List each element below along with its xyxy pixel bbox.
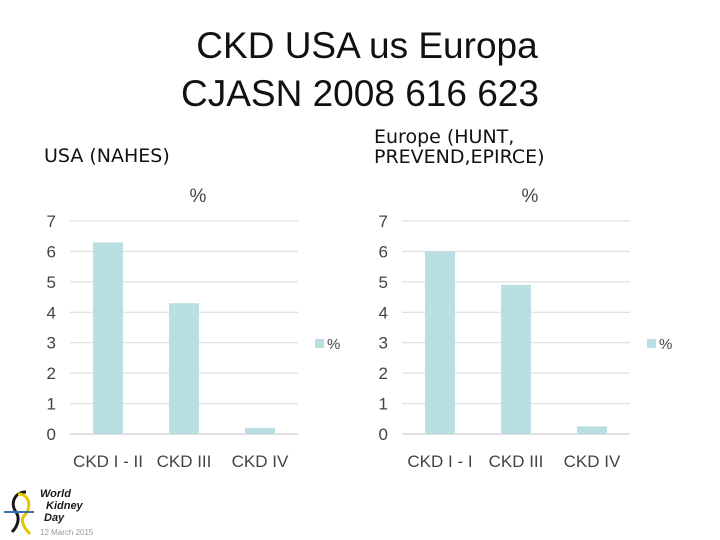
slide-title: CKD USA us Europa CJASN 2008 616 623	[0, 22, 720, 118]
x-tick-label: CKD III	[157, 452, 212, 471]
europe-label-line-1: Europe (HUNT,	[374, 126, 515, 148]
y-tick-label: 5	[379, 273, 388, 292]
logo-date: 12 March 2015	[40, 528, 94, 537]
europe-ckd-bar-chart: % 0 1 2 3 4 5 6 7 CKD I - I CKD III CKD IV%	[379, 186, 673, 471]
y-tick-label: 1	[379, 395, 388, 414]
y-tick-label: 3	[47, 334, 56, 353]
chart-title: %	[190, 186, 207, 207]
logo-text-kidney: Kidney	[46, 500, 83, 512]
bar	[169, 303, 199, 434]
world-kidney-day-logo: World Kidney Day 12 March 2015	[4, 486, 104, 540]
y-tick-label: 2	[47, 364, 56, 383]
x-tick-label: CKD IV	[564, 452, 621, 471]
legend-label: %	[327, 336, 340, 353]
europe-label-line-2: PREVEND,EPIRCE)	[374, 146, 545, 168]
y-tick-label: 4	[379, 303, 388, 322]
europe-panel-label: Europe (HUNT, PREVEND,EPIRCE)	[374, 127, 545, 167]
legend-label: %	[659, 336, 672, 353]
legend-swatch	[315, 339, 324, 348]
bar	[245, 427, 275, 434]
y-tick-label: 6	[379, 242, 388, 261]
x-tick-label: CKD IV	[232, 452, 289, 471]
usa-panel-label: USA (NAHES)	[44, 145, 170, 167]
y-tick-label: 3	[379, 334, 388, 353]
y-tick-label: 6	[47, 242, 56, 261]
y-tick-label: 1	[47, 395, 56, 414]
y-tick-label: 7	[47, 212, 56, 231]
chart-title: %	[522, 186, 539, 207]
bar	[425, 251, 455, 434]
logo-text-day: Day	[44, 512, 65, 524]
x-tick-label: CKD III	[489, 452, 544, 471]
y-tick-label: 0	[379, 425, 388, 444]
bar	[93, 242, 123, 434]
bar	[577, 426, 607, 434]
y-tick-label: 5	[47, 273, 56, 292]
x-tick-label: CKD I - I	[407, 452, 472, 471]
y-tick-label: 7	[379, 212, 388, 231]
y-tick-label: 2	[379, 364, 388, 383]
legend-swatch	[647, 339, 656, 348]
title-line-1: CKD USA us Europa	[196, 25, 538, 66]
y-tick-label: 0	[47, 425, 56, 444]
logo-text-world: World	[40, 488, 71, 500]
y-tick-label: 4	[47, 303, 56, 322]
usa-ckd-bar-chart: % 0 1 2 3 4 5 6 7 CKD I - II CKD III CKD IV%	[47, 186, 341, 471]
kidney-ribbon-icon	[4, 490, 34, 536]
x-tick-label: CKD I - II	[73, 452, 143, 471]
title-line-2: CJASN 2008 616 623	[181, 73, 539, 114]
bar	[501, 284, 531, 434]
